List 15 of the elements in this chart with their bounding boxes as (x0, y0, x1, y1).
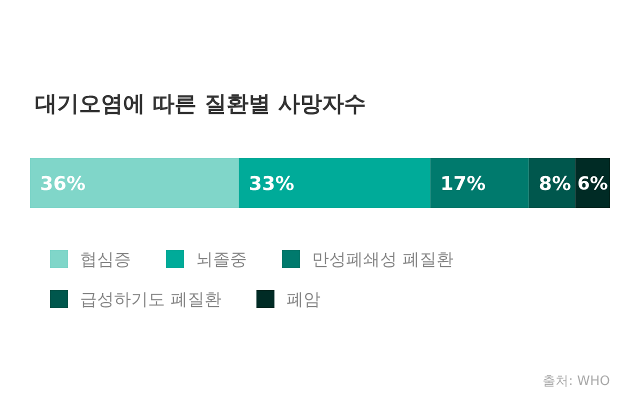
data-label: 36% (40, 173, 86, 195)
legend-label: 뇌졸중 (196, 250, 247, 270)
data-label: 8% (538, 173, 572, 195)
data-label: 17% (440, 173, 486, 195)
title: 대기오염에 따른 질환별 사망자수 (35, 92, 366, 117)
bar (238, 158, 430, 208)
legend-label: 급성하기도 폐질환 (80, 290, 222, 310)
data-label: 6% (577, 173, 608, 194)
legend-label: 폐암 (286, 290, 320, 310)
bar (30, 158, 239, 208)
annotation: 출처: WHO (542, 374, 610, 389)
data-label: 33% (248, 173, 294, 195)
legend-label: 협심증 (80, 250, 131, 270)
legend-label: 만성폐쇄성 폐질환 (312, 250, 454, 270)
bar (430, 158, 529, 208)
